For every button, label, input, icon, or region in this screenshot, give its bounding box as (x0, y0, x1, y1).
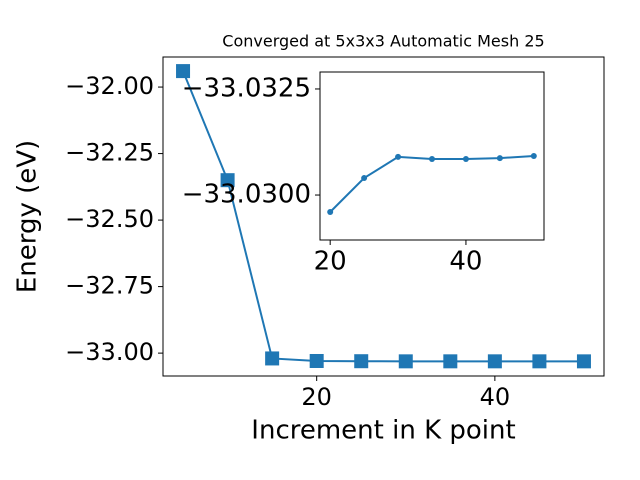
marker (220, 173, 235, 188)
y-tick-label: −33.0300 (182, 180, 311, 210)
x-tick-label: 40 (480, 383, 511, 411)
marker (327, 209, 334, 215)
x-tick-label: 20 (314, 247, 347, 277)
marker (176, 64, 191, 79)
y-tick-label: −33.0325 (182, 73, 311, 103)
marker (429, 155, 435, 162)
marker (487, 354, 502, 369)
marker (443, 354, 458, 369)
y-tick-label: −32.00 (65, 72, 154, 100)
x-tick-label: 40 (449, 247, 482, 277)
marker (354, 354, 369, 369)
marker (496, 155, 503, 162)
marker (532, 354, 547, 369)
x-tick-label: 20 (301, 383, 332, 411)
marker (309, 353, 324, 368)
marker (530, 153, 537, 159)
y-tick-label: −32.25 (65, 139, 154, 167)
y-tick-label: −32.50 (65, 205, 154, 233)
marker (265, 351, 280, 366)
marker (462, 155, 469, 162)
y-axis-label: Energy (eV) (13, 140, 43, 293)
x-axis-label: Increment in K point (251, 416, 515, 446)
marker (361, 175, 368, 182)
y-tick-label: −33.00 (65, 338, 154, 366)
y-tick-label: −32.75 (65, 272, 154, 300)
marker (398, 354, 413, 369)
marker (576, 354, 591, 369)
chart-title: Converged at 5x3x3 Automatic Mesh 25 (222, 32, 544, 51)
line (182, 70, 584, 363)
marker (395, 153, 402, 160)
